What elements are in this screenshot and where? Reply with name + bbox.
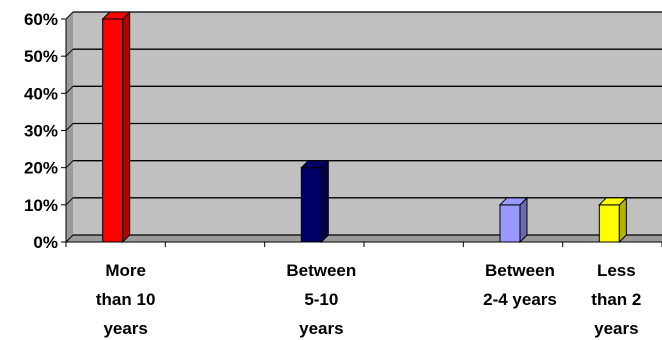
x-axis-labels: More than 10 years Between 5-10 years Between 2…: [96, 261, 641, 338]
bar-side-shade: [122, 12, 130, 242]
bar-side-shade: [520, 197, 527, 242]
bar-side-shade: [321, 160, 329, 242]
y-tick-label: 60%: [24, 10, 58, 29]
bar-side-shade: [619, 197, 627, 242]
y-axis: 0% 10% 20% 30% 40% 50% 60%: [24, 10, 662, 252]
x-category-label: Between 2-4 years: [483, 261, 557, 309]
gridline-diagonal: [65, 48, 74, 57]
plot-area: [65, 11, 662, 243]
bar: [300, 159, 330, 244]
x-category-label: Between 5-10 years: [286, 261, 356, 338]
x-category-label-line: 2-4 years: [483, 290, 557, 309]
bar-front: [598, 204, 620, 243]
y-tick-label: 50%: [24, 47, 58, 66]
x-category-label-line: Between: [286, 261, 356, 280]
bar-front: [102, 18, 124, 243]
x-category-label-line: years: [299, 319, 343, 338]
floor: [66, 235, 662, 242]
bar: [101, 10, 131, 244]
x-category-label-line: More: [105, 261, 146, 280]
x-category-label-line: years: [594, 319, 638, 338]
x-category-label: Less than 2 years: [591, 261, 641, 338]
bar: [498, 196, 529, 244]
y-tick-label: 30%: [24, 122, 58, 141]
x-category-label-line: 5-10: [304, 290, 338, 309]
x-category-label-line: than 10: [96, 290, 156, 309]
y-tick-label: 20%: [24, 159, 58, 178]
bar-top: [300, 160, 330, 169]
y-tick-label: 40%: [24, 84, 58, 103]
x-category-label-line: Less: [597, 261, 636, 280]
x-category-label-line: years: [103, 319, 147, 338]
gridline-diagonal: [65, 160, 74, 169]
bar: [598, 196, 628, 244]
bar-top: [101, 11, 131, 20]
gridline-diagonal: [65, 197, 74, 206]
bars: [101, 10, 628, 244]
y-tick-label: 0%: [33, 233, 58, 252]
y-tick-label: 10%: [24, 196, 58, 215]
gridline-diagonal: [65, 85, 74, 94]
x-category-label: More than 10 years: [96, 261, 156, 338]
bar-top: [598, 197, 628, 206]
gridline-diagonal: [65, 123, 74, 131]
bar-front: [300, 167, 322, 243]
gridline-diagonal: [65, 234, 74, 243]
x-category-label-line: than 2: [591, 290, 641, 309]
gridline-diagonal: [65, 11, 74, 20]
bar-front: [499, 204, 521, 243]
x-category-label-line: Between: [485, 261, 555, 280]
bar-top: [498, 197, 529, 206]
